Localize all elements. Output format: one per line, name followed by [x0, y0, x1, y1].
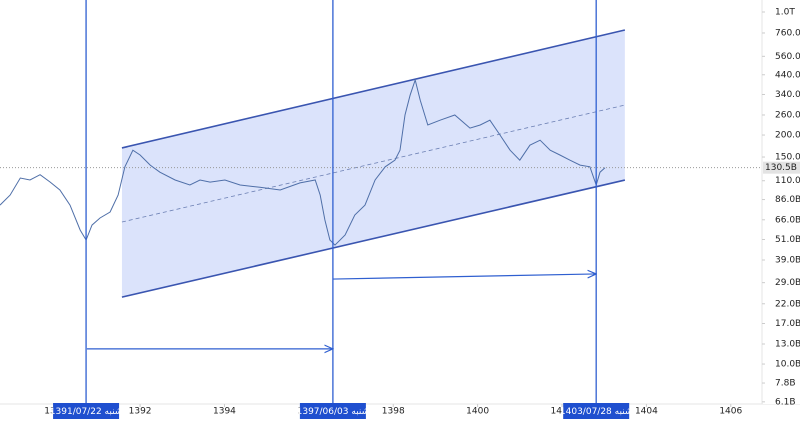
- y-axis-area: [763, 0, 800, 404]
- y-tick-label: 150.0B: [775, 153, 800, 163]
- badge-box: [299, 403, 366, 419]
- badge-label: 1397/06/03 شنبه: [297, 407, 370, 417]
- y-tick-label: 110.0B: [775, 176, 800, 186]
- marker-badge: 1403/07/28 شنبه: [560, 403, 633, 419]
- y-tick-label: 13.0B: [775, 339, 800, 349]
- x-tick-label: 1392: [129, 407, 152, 417]
- badge-label: 1403/07/28 شنبه: [560, 407, 633, 417]
- y-tick-label: 29.0B: [775, 278, 800, 288]
- y-tick-label: 760.0B: [775, 28, 800, 38]
- y-tick-label: 51.0B: [775, 235, 800, 245]
- badge-box: [53, 403, 120, 419]
- y-tick-label: 10.0B: [775, 360, 800, 370]
- y-tick-label: 340.0B: [775, 90, 800, 100]
- price-line: [0, 78, 606, 246]
- x-tick-label: 1402: [551, 407, 574, 417]
- channel-fill: [121, 30, 625, 298]
- x-tick-label: 1398: [382, 407, 405, 417]
- arrow: [332, 274, 596, 280]
- channel-lower: [121, 179, 626, 298]
- marker-badge: 1391/07/22 شنبه: [50, 403, 123, 419]
- y-tick-label: 440.0B: [775, 70, 800, 80]
- y-tick-label: 66.0B: [775, 215, 800, 225]
- y-tick-label: 22.0B: [775, 299, 800, 309]
- last-price-label: 130.5B: [765, 163, 797, 173]
- x-tick-label: 1404: [635, 407, 658, 417]
- x-tick-label: 1394: [213, 407, 236, 417]
- channel-upper: [121, 29, 626, 149]
- y-tick-label: 17.0B: [775, 319, 800, 329]
- y-tick-label: 1.0T: [775, 8, 795, 18]
- channel-mid: [121, 104, 625, 223]
- y-tick-label: 6.1B: [775, 397, 796, 407]
- y-tick-label: 560.0B: [775, 52, 800, 62]
- x-tick-label: 1400: [466, 407, 489, 417]
- badge-label: 1391/07/22 شنبه: [50, 407, 123, 417]
- y-tick-label: 200.0B: [775, 131, 800, 141]
- y-tick-label: 86.0B: [775, 195, 800, 205]
- badge-box: [563, 403, 630, 419]
- marker-badge: 1397/06/03 شنبه: [297, 403, 370, 419]
- y-tick-label: 7.8B: [775, 379, 796, 389]
- last-price-badge: [763, 161, 800, 174]
- y-tick-label: 39.0B: [775, 256, 800, 266]
- y-tick-label: 260.0B: [775, 110, 800, 120]
- x-tick-label: 1406: [719, 407, 742, 417]
